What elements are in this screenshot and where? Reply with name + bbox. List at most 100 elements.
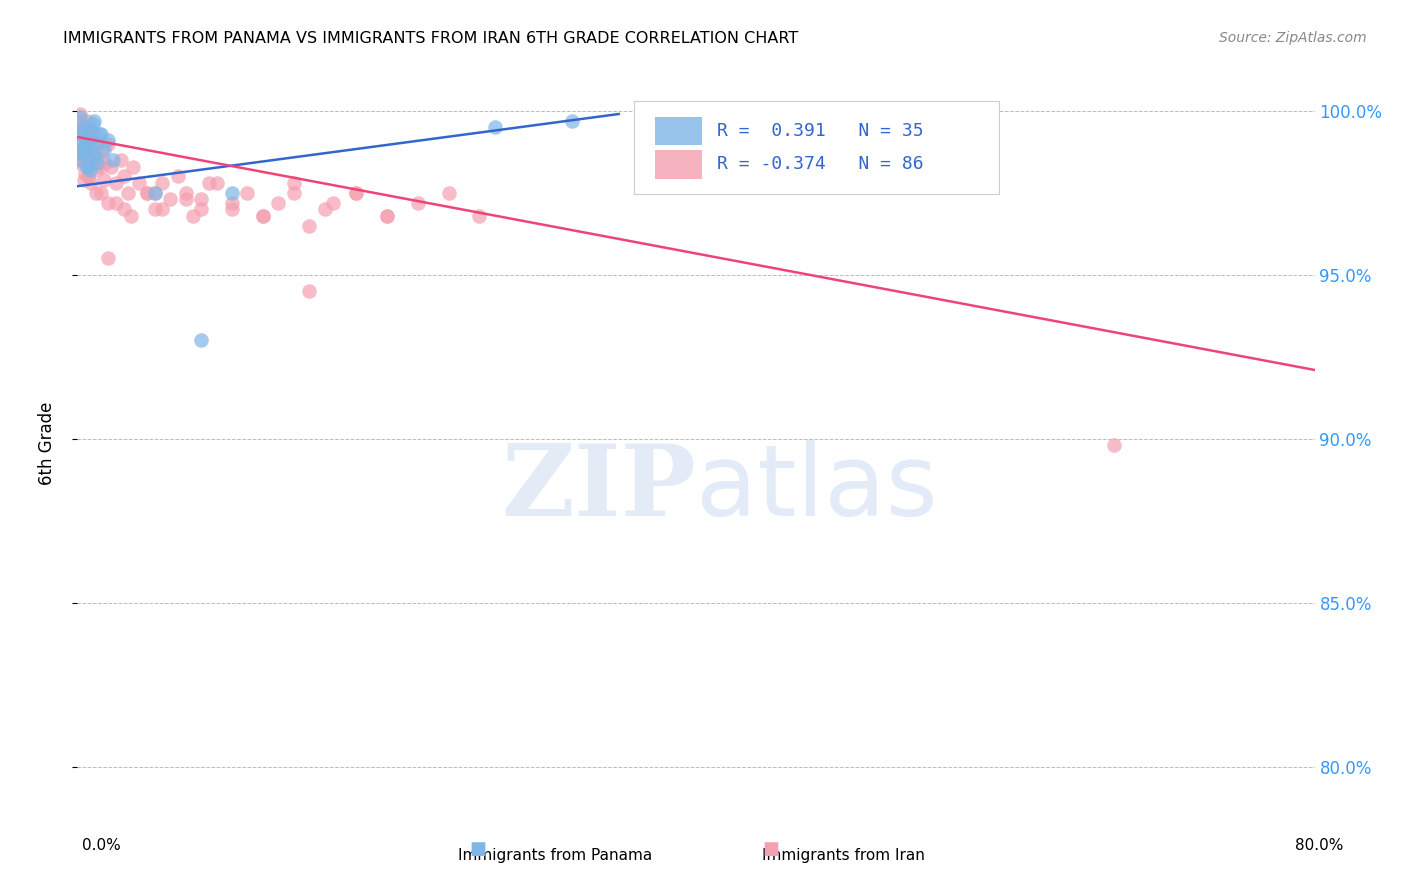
Point — [76, 156, 98, 170]
Point — [69, 107, 91, 121]
Point — [70, 117, 93, 131]
Point — [267, 195, 290, 210]
Point — [221, 195, 243, 210]
Point — [143, 186, 166, 200]
Point — [190, 334, 212, 348]
Point — [344, 186, 367, 200]
Point — [82, 156, 104, 170]
Point — [77, 143, 100, 157]
Point — [69, 143, 91, 157]
Point — [70, 146, 93, 161]
Point — [79, 133, 101, 147]
Point — [79, 162, 101, 177]
Text: Immigrants from Iran: Immigrants from Iran — [762, 848, 925, 863]
Point — [82, 127, 104, 141]
Point — [101, 153, 124, 167]
Point — [94, 156, 117, 170]
Point — [70, 153, 93, 167]
Point — [75, 166, 96, 180]
Point — [70, 133, 93, 147]
Point — [76, 113, 98, 128]
Text: R =  0.391   N = 35: R = 0.391 N = 35 — [717, 122, 924, 140]
Point — [77, 127, 100, 141]
Text: Immigrants from Panama: Immigrants from Panama — [458, 848, 652, 863]
Point — [75, 143, 96, 157]
Point — [79, 153, 101, 167]
Point — [143, 186, 166, 200]
Point — [167, 169, 190, 184]
Point — [252, 209, 274, 223]
Point — [67, 113, 90, 128]
Point — [77, 169, 100, 184]
Point — [72, 146, 94, 161]
Point — [83, 146, 105, 161]
Point — [90, 127, 111, 141]
Point — [406, 195, 429, 210]
Point — [72, 143, 94, 157]
Point — [72, 127, 94, 141]
Text: R = -0.374   N = 86: R = -0.374 N = 86 — [717, 155, 924, 173]
Point — [80, 176, 103, 190]
Text: IMMIGRANTS FROM PANAMA VS IMMIGRANTS FROM IRAN 6TH GRADE CORRELATION CHART: IMMIGRANTS FROM PANAMA VS IMMIGRANTS FRO… — [63, 31, 799, 46]
Point — [110, 153, 132, 167]
Point — [484, 120, 506, 135]
Point — [77, 160, 100, 174]
Point — [561, 113, 583, 128]
Point — [70, 127, 93, 141]
Point — [322, 195, 344, 210]
Point — [143, 202, 166, 216]
Point — [122, 160, 145, 174]
Point — [67, 143, 90, 157]
Point — [100, 160, 122, 174]
Point — [97, 133, 120, 147]
Point — [174, 192, 197, 206]
Point — [190, 192, 212, 206]
Point — [75, 123, 96, 137]
Point — [69, 153, 91, 167]
Text: ■: ■ — [762, 840, 779, 858]
Point — [283, 186, 305, 200]
Point — [70, 123, 93, 137]
Point — [87, 153, 110, 167]
Point — [87, 127, 110, 141]
Point — [75, 130, 96, 145]
Point — [90, 186, 111, 200]
Point — [314, 202, 336, 216]
Point — [97, 136, 120, 151]
Point — [75, 146, 96, 161]
Point — [67, 136, 90, 151]
Text: ZIP: ZIP — [501, 440, 696, 537]
Text: 0.0%: 0.0% — [82, 838, 121, 854]
Point — [252, 209, 274, 223]
Text: ■: ■ — [470, 840, 486, 858]
Point — [93, 172, 115, 186]
Point — [91, 143, 114, 157]
Point — [112, 202, 135, 216]
Point — [72, 172, 94, 186]
Point — [86, 156, 108, 170]
Point — [112, 169, 135, 184]
Point — [221, 186, 243, 200]
Point — [83, 113, 105, 128]
Point — [298, 219, 321, 233]
Point — [84, 136, 107, 151]
Point — [221, 202, 243, 216]
Point — [80, 123, 103, 137]
Text: atlas: atlas — [696, 440, 938, 537]
Point — [77, 169, 100, 184]
Point — [76, 136, 98, 151]
Point — [69, 127, 91, 141]
Point — [82, 150, 104, 164]
Point — [1102, 438, 1125, 452]
Point — [86, 136, 108, 151]
Point — [183, 209, 205, 223]
Point — [205, 176, 228, 190]
Point — [97, 252, 120, 266]
Point — [437, 186, 460, 200]
Text: 80.0%: 80.0% — [1295, 838, 1343, 854]
Point — [105, 195, 127, 210]
FancyBboxPatch shape — [634, 101, 1000, 194]
Point — [76, 160, 98, 174]
Point — [298, 284, 321, 298]
Point — [468, 209, 491, 223]
